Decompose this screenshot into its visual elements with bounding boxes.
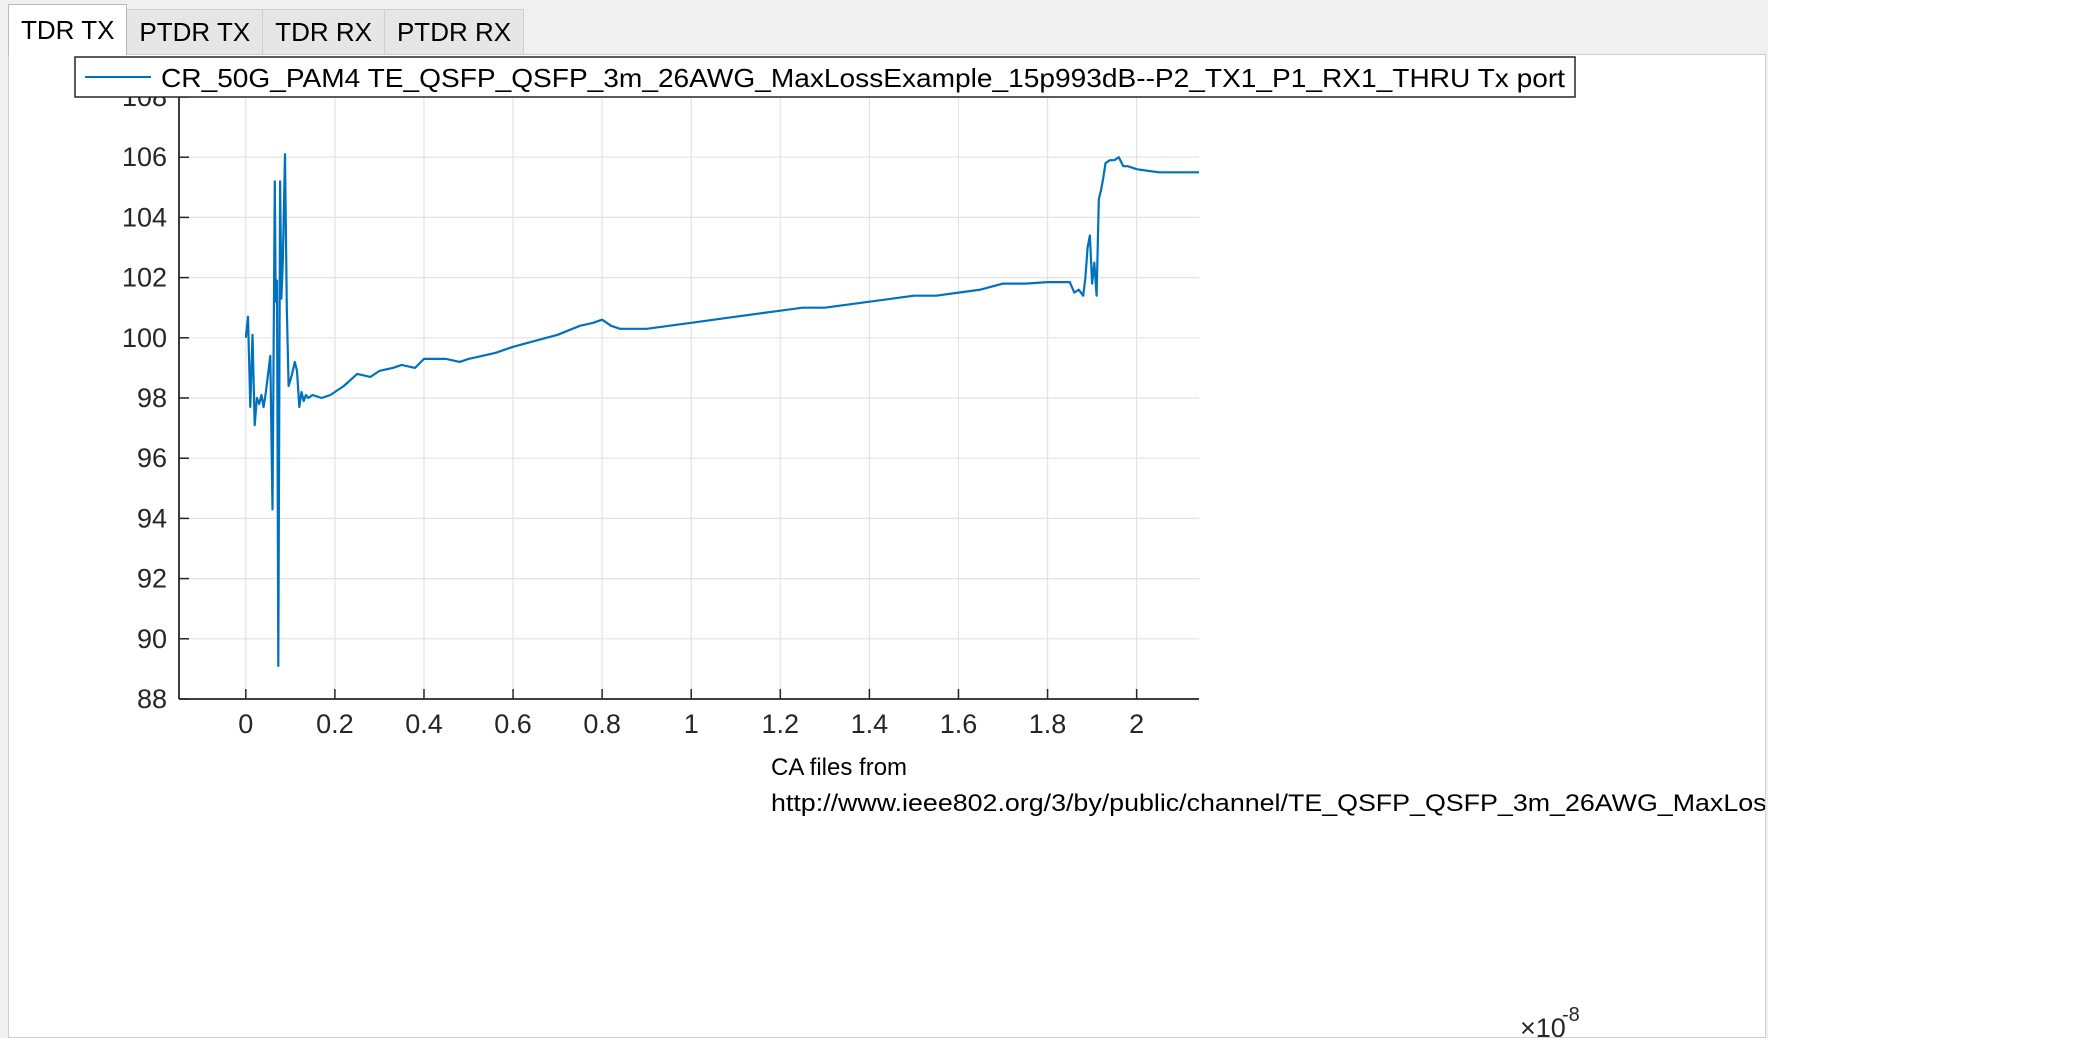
x-exponent-label: ×10 (1520, 1013, 1566, 1037)
x-tick-label: 1.4 (851, 709, 889, 739)
tab-tdr-tx[interactable]: TDR TX (8, 4, 128, 55)
x-tick-label: 1.6 (940, 709, 978, 739)
x-tick-label: 0 (238, 709, 253, 739)
x-tick-label: 0.2 (316, 709, 354, 739)
y-tick-label: 90 (137, 624, 167, 654)
x-tick-label: 1.2 (762, 709, 800, 739)
annotation-line-1: CA files from (771, 754, 907, 781)
figure-window: TDR TX PTDR TX TDR RX PTDR RX 0 0.2 0.4 0.6… (0, 0, 1768, 1038)
legend-box (74, 56, 1576, 98)
y-tick-label: 98 (137, 383, 167, 413)
axes (178, 96, 1199, 700)
x-tick-label: 1 (684, 709, 699, 739)
y-tick-label: 88 (137, 684, 167, 714)
legend-entry-label: CR_50G_PAM4 TE_QSFP_QSFP_3m_26AWG_MaxLos… (161, 63, 1566, 93)
series-line-tx-port (244, 153, 1199, 667)
tab-ptdr-rx[interactable]: PTDR RX (383, 9, 525, 55)
x-tick-label: 0.4 (405, 709, 443, 739)
tab-bar: TDR TX PTDR TX TDR RX PTDR RX (8, 4, 525, 55)
y-tick-label: 94 (137, 503, 167, 533)
x-tick-label: 0.6 (494, 709, 532, 739)
y-tick-label: 92 (137, 564, 167, 594)
x-tick-label: 1.8 (1029, 709, 1067, 739)
y-tick-label: 104 (122, 202, 167, 232)
tick-labels: 0 0.2 0.4 0.6 0.8 1 1.2 1.4 1.6 1.8 2 88 90 92 94 96 98 1… (122, 82, 1144, 739)
y-tick-label: 106 (122, 142, 167, 172)
tab-tdr-rx[interactable]: TDR RX (262, 9, 385, 55)
x-tick-label: 2 (1129, 709, 1144, 739)
x-tick-label: 0.8 (583, 709, 621, 739)
y-tick-label: 96 (137, 443, 167, 473)
y-tick-label: 102 (122, 263, 167, 293)
line-chart: 0 0.2 0.4 0.6 0.8 1 1.2 1.4 1.6 1.8 2 88 90 92 94 96 98 1… (74, 56, 1765, 1037)
annotation-line-2: http://www.ieee802.org/3/by/public/chann… (771, 790, 1765, 817)
legend[interactable]: CR_50G_PAM4 TE_QSFP_QSFP_3m_26AWG_MaxLos… (74, 56, 1576, 98)
tab-ptdr-tx[interactable]: PTDR TX (126, 9, 264, 55)
y-tick-label: 100 (122, 323, 167, 353)
tab-panel: 0 0.2 0.4 0.6 0.8 1 1.2 1.4 1.6 1.8 2 88 90 92 94 96 98 1… (8, 54, 1766, 1038)
grid (179, 96, 1199, 700)
series-layer (244, 153, 1199, 667)
x-exponent-power: -8 (1562, 1004, 1580, 1026)
page-bottom (0, 1038, 2096, 1042)
